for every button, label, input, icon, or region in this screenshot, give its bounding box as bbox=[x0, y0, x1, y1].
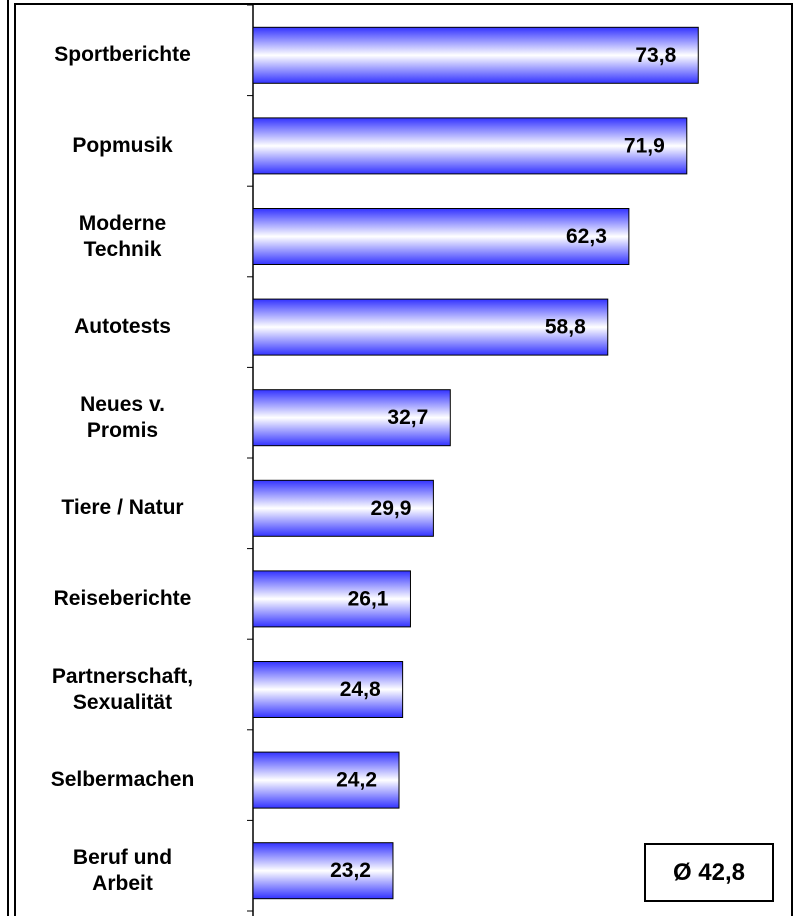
bar bbox=[252, 298, 609, 356]
value-label: 73,8 bbox=[635, 44, 676, 67]
category-label: Autotests bbox=[74, 315, 171, 339]
category-label: Selbermachen bbox=[50, 768, 195, 792]
bar bbox=[252, 661, 404, 718]
category-label: Moderne Technik bbox=[78, 211, 167, 261]
category-label: Reiseberichte bbox=[53, 586, 192, 610]
category-label: Sportberichte bbox=[54, 43, 191, 67]
bar bbox=[252, 751, 400, 809]
category-label: Popmusik bbox=[72, 133, 173, 157]
value-label: 26,1 bbox=[348, 587, 389, 610]
bar bbox=[252, 842, 394, 900]
value-label: 24,2 bbox=[336, 769, 377, 792]
average-note: Ø 42,8 bbox=[644, 843, 774, 902]
category-label: Beruf und Arbeit bbox=[72, 845, 173, 895]
bar bbox=[252, 479, 434, 537]
value-label: 29,9 bbox=[371, 497, 412, 520]
category-label: Neues v. Promis bbox=[80, 392, 165, 442]
bar bbox=[252, 208, 630, 265]
category-label: Tiere / Natur bbox=[61, 496, 184, 520]
value-label: 62,3 bbox=[566, 225, 607, 248]
value-label: 23,2 bbox=[330, 859, 371, 882]
bar bbox=[252, 570, 411, 628]
plot-frame bbox=[14, 3, 793, 916]
bar bbox=[252, 117, 688, 175]
bar bbox=[252, 389, 451, 447]
bar bbox=[252, 26, 699, 84]
value-label: 71,9 bbox=[624, 134, 665, 157]
category-label: Partnerschaft, Sexualität bbox=[51, 664, 194, 714]
value-label: 58,8 bbox=[545, 316, 586, 339]
value-label: 24,8 bbox=[340, 678, 381, 701]
value-label: 32,7 bbox=[387, 406, 428, 429]
